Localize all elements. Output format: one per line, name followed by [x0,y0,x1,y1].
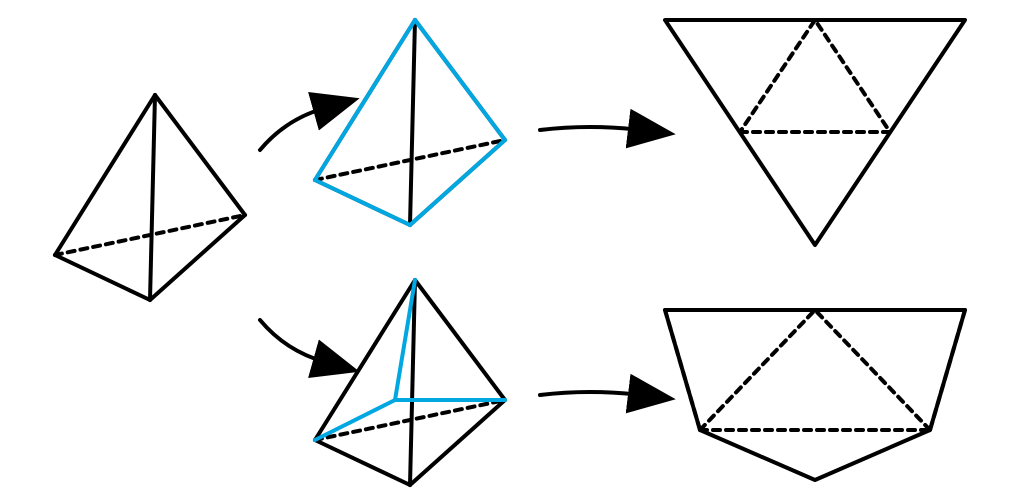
unfolding-diagram [0,0,1024,500]
arrow [540,127,640,130]
arrow [260,320,325,362]
arrow [540,392,640,395]
arrow [260,108,325,150]
